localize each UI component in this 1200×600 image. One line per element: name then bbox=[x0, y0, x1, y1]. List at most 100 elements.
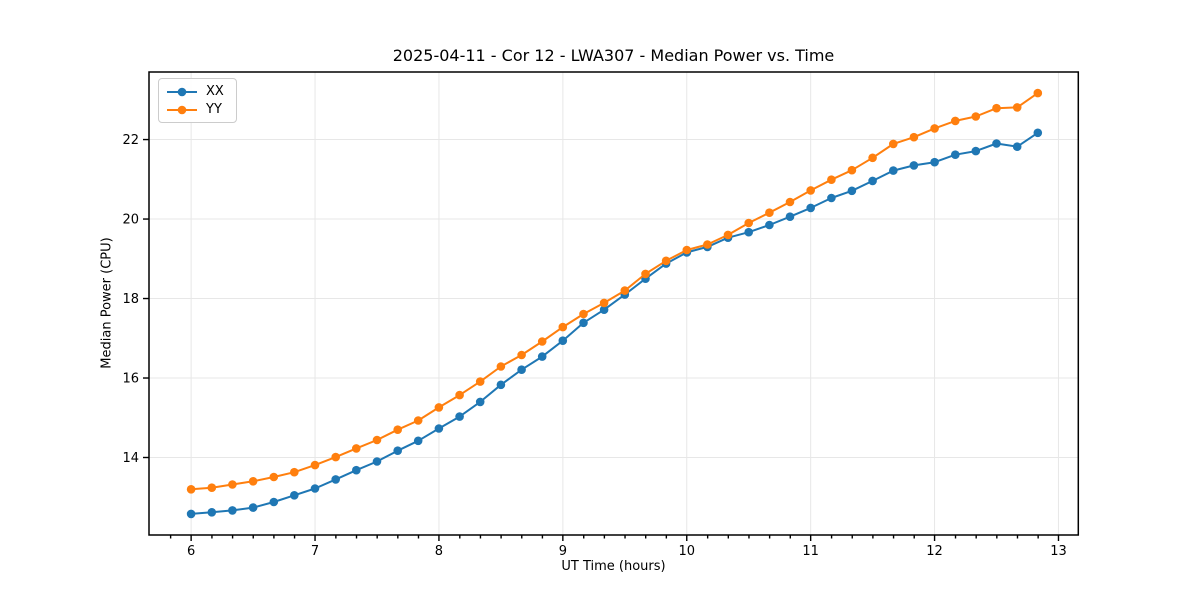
data-point bbox=[1033, 88, 1043, 98]
data-point bbox=[496, 380, 506, 390]
data-point bbox=[186, 509, 196, 519]
data-point bbox=[228, 506, 237, 515]
data-point bbox=[290, 491, 299, 500]
data-point bbox=[434, 424, 444, 433]
data-point bbox=[537, 352, 547, 361]
data-point bbox=[269, 472, 279, 482]
data-point bbox=[703, 240, 712, 249]
legend-entry-YY: YY bbox=[166, 102, 224, 117]
x-tick-label: 10 bbox=[678, 544, 695, 559]
x-tick-label: 8 bbox=[435, 544, 443, 559]
data-point bbox=[971, 146, 981, 156]
y-tick-label: 16 bbox=[122, 372, 139, 387]
series-XX bbox=[186, 128, 1043, 519]
data-point bbox=[930, 124, 939, 133]
data-point bbox=[248, 503, 258, 512]
series-YY-line bbox=[190, 92, 1039, 491]
data-point bbox=[207, 483, 217, 493]
data-point bbox=[785, 197, 795, 207]
data-point bbox=[661, 256, 671, 266]
data-point bbox=[620, 286, 630, 295]
data-point bbox=[269, 497, 279, 507]
x-tick-label: 7 bbox=[311, 544, 319, 559]
x-tick-label: 6 bbox=[187, 544, 195, 559]
data-point bbox=[517, 350, 526, 360]
data-point bbox=[558, 336, 568, 346]
data-point bbox=[1033, 128, 1043, 138]
x-axis-label: UT Time (hours) bbox=[561, 559, 666, 574]
data-point bbox=[310, 484, 320, 493]
data-point bbox=[599, 298, 609, 308]
data-point bbox=[434, 403, 444, 412]
data-point bbox=[992, 103, 1001, 113]
data-point bbox=[723, 230, 733, 240]
data-point bbox=[909, 161, 919, 170]
series-XX-line bbox=[190, 131, 1039, 515]
data-point bbox=[475, 397, 485, 407]
data-point bbox=[558, 322, 568, 332]
data-point bbox=[248, 477, 258, 486]
data-point bbox=[847, 186, 857, 196]
data-point bbox=[971, 112, 981, 121]
data-point bbox=[496, 362, 506, 371]
chart-title: 2025-04-11 - Cor 12 - LWA307 - Median Po… bbox=[392, 46, 835, 65]
data-point bbox=[868, 153, 877, 163]
y-axis-label: Median Power (CPU) bbox=[99, 237, 115, 369]
data-point bbox=[537, 337, 547, 346]
data-point bbox=[951, 150, 960, 159]
data-point bbox=[992, 139, 1001, 148]
data-point bbox=[1012, 103, 1022, 112]
data-point bbox=[207, 508, 217, 517]
legend-label: YY bbox=[206, 102, 222, 117]
x-tick-label: 9 bbox=[559, 544, 567, 559]
axes-spines bbox=[148, 71, 1080, 536]
data-point bbox=[579, 318, 588, 328]
data-point bbox=[889, 166, 898, 175]
axis-ticks bbox=[143, 138, 1060, 541]
data-point bbox=[806, 203, 815, 213]
data-point bbox=[579, 309, 588, 319]
data-point bbox=[744, 218, 753, 228]
data-point bbox=[827, 175, 836, 184]
data-point bbox=[517, 365, 526, 375]
legend-line-marker-icon bbox=[167, 87, 197, 96]
legend-line-marker-icon bbox=[167, 105, 197, 114]
data-point bbox=[352, 465, 361, 475]
data-point bbox=[372, 457, 382, 466]
x-tick-label: 13 bbox=[1050, 544, 1067, 559]
data-point bbox=[827, 193, 836, 203]
data-point bbox=[413, 416, 423, 425]
data-point bbox=[641, 269, 650, 279]
data-point bbox=[744, 227, 753, 237]
data-point bbox=[847, 165, 857, 175]
data-point bbox=[393, 425, 403, 435]
data-point bbox=[930, 157, 939, 167]
data-point bbox=[455, 390, 464, 400]
data-point bbox=[372, 435, 382, 445]
data-point bbox=[1012, 142, 1022, 151]
y-tick-label: 20 bbox=[122, 213, 139, 228]
data-point bbox=[806, 186, 815, 195]
data-point bbox=[393, 446, 403, 456]
data-point bbox=[310, 460, 320, 470]
data-point bbox=[331, 452, 341, 462]
legend-label: XX bbox=[206, 84, 224, 99]
data-point bbox=[868, 176, 877, 186]
data-point bbox=[290, 467, 299, 477]
data-point bbox=[475, 377, 485, 386]
tick-labels: 6 7 8 9 10 11 12 13 14 16 18 20 22 bbox=[122, 133, 1066, 559]
series-YY bbox=[186, 88, 1043, 494]
gridlines bbox=[149, 72, 1079, 535]
data-point bbox=[228, 480, 237, 489]
data-point bbox=[352, 444, 361, 453]
data-point bbox=[785, 212, 795, 221]
y-tick-label: 14 bbox=[122, 451, 139, 466]
y-tick-label: 22 bbox=[122, 133, 139, 148]
data-point bbox=[765, 220, 774, 230]
data-point bbox=[682, 245, 692, 255]
data-point bbox=[599, 305, 609, 315]
x-tick-label: 12 bbox=[926, 544, 943, 559]
data-point bbox=[951, 116, 960, 126]
data-point bbox=[413, 436, 423, 446]
